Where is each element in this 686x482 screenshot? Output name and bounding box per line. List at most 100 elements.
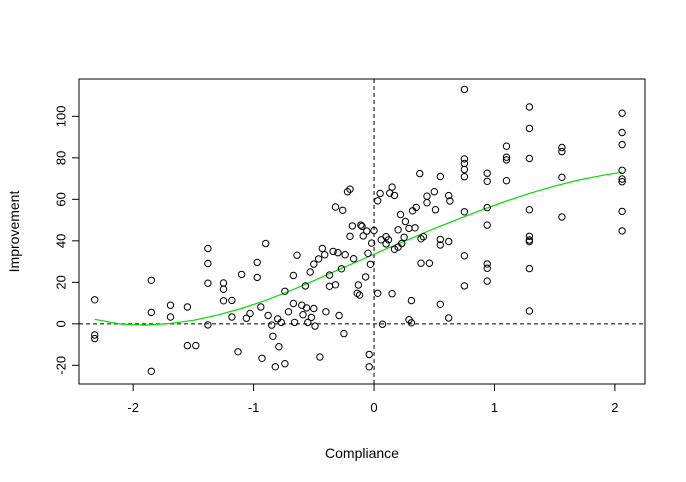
data-point bbox=[618, 166, 626, 175]
data-point bbox=[436, 235, 444, 244]
data-point bbox=[204, 259, 212, 268]
data-point bbox=[204, 321, 212, 329]
data-point bbox=[316, 353, 324, 361]
fit-curve bbox=[94, 171, 623, 326]
data-point bbox=[337, 265, 346, 273]
data-point bbox=[398, 239, 406, 248]
data-point bbox=[390, 245, 399, 254]
data-point bbox=[618, 140, 626, 149]
data-point bbox=[483, 177, 491, 186]
data-point bbox=[228, 313, 236, 321]
data-point bbox=[335, 311, 343, 320]
data-point bbox=[483, 169, 491, 177]
data-point bbox=[331, 203, 340, 211]
data-point bbox=[618, 178, 626, 186]
data-point bbox=[446, 197, 454, 205]
data-point bbox=[365, 363, 373, 371]
y-tick-label: 40 bbox=[54, 234, 69, 248]
data-point bbox=[166, 313, 175, 321]
data-point bbox=[331, 281, 340, 289]
data-point bbox=[525, 154, 534, 163]
fit-curve-layer bbox=[94, 171, 623, 326]
data-point bbox=[425, 259, 434, 267]
data-point bbox=[460, 85, 469, 94]
data-point bbox=[310, 260, 318, 268]
data-point bbox=[257, 303, 265, 311]
data-point bbox=[318, 244, 326, 253]
data-point bbox=[558, 213, 566, 221]
data-point bbox=[271, 363, 279, 371]
data-point bbox=[618, 207, 626, 216]
data-point bbox=[525, 232, 534, 241]
data-point bbox=[401, 217, 410, 226]
data-point bbox=[618, 128, 626, 137]
x-tick-label: 0 bbox=[370, 400, 377, 415]
data-point bbox=[460, 173, 469, 181]
data-point bbox=[306, 268, 314, 276]
data-point bbox=[183, 303, 192, 311]
x-tick-label: 1 bbox=[491, 400, 498, 415]
data-point bbox=[325, 271, 334, 279]
data-point bbox=[346, 232, 354, 241]
data-point bbox=[436, 172, 444, 181]
data-point bbox=[378, 320, 387, 328]
data-point bbox=[618, 227, 626, 235]
data-point bbox=[228, 296, 236, 305]
data-point bbox=[407, 296, 416, 305]
data-point bbox=[618, 109, 626, 117]
data-point bbox=[502, 153, 511, 161]
data-point bbox=[436, 300, 444, 308]
data-point bbox=[340, 329, 348, 338]
data-point bbox=[445, 314, 453, 322]
y-axis: -20 0 20 40 60 80 100 bbox=[54, 105, 80, 375]
data-point bbox=[275, 343, 283, 351]
data-point bbox=[416, 169, 424, 178]
data-point bbox=[314, 255, 323, 263]
data-point bbox=[234, 348, 242, 356]
data-point bbox=[355, 291, 364, 299]
data-point bbox=[525, 206, 534, 214]
data-point bbox=[370, 226, 378, 235]
data-point bbox=[341, 251, 349, 259]
data-point bbox=[91, 331, 99, 339]
y-axis-title: Improvement bbox=[6, 191, 22, 273]
data-point bbox=[618, 175, 626, 183]
data-point bbox=[525, 124, 534, 133]
data-point bbox=[384, 236, 393, 244]
y-tick-label: 0 bbox=[54, 320, 69, 327]
data-point bbox=[91, 296, 99, 304]
data-point bbox=[147, 367, 156, 375]
data-point bbox=[460, 282, 469, 290]
y-tick-label: 80 bbox=[54, 151, 69, 165]
data-point bbox=[525, 103, 534, 111]
data-point bbox=[364, 249, 372, 258]
data-point bbox=[264, 311, 272, 320]
data-point bbox=[483, 221, 491, 229]
data-point bbox=[322, 308, 330, 316]
data-point bbox=[237, 270, 246, 279]
data-point bbox=[166, 301, 175, 309]
data-point bbox=[183, 341, 192, 350]
data-point bbox=[411, 224, 419, 232]
data-point bbox=[367, 239, 376, 247]
data-point bbox=[289, 271, 298, 280]
data-point bbox=[436, 241, 444, 249]
data-point bbox=[357, 221, 365, 229]
data-point bbox=[502, 142, 511, 150]
data-point bbox=[277, 318, 285, 327]
data-point bbox=[558, 143, 566, 152]
data-point bbox=[525, 237, 534, 246]
data-point bbox=[363, 227, 371, 235]
points-layer bbox=[91, 85, 626, 375]
data-point bbox=[366, 260, 375, 268]
data-point bbox=[400, 233, 408, 242]
data-point bbox=[301, 282, 310, 290]
data-point bbox=[281, 287, 289, 295]
data-point bbox=[269, 332, 277, 340]
data-point bbox=[358, 222, 366, 231]
data-point bbox=[417, 259, 425, 267]
data-point bbox=[388, 290, 396, 298]
data-point bbox=[253, 258, 261, 267]
